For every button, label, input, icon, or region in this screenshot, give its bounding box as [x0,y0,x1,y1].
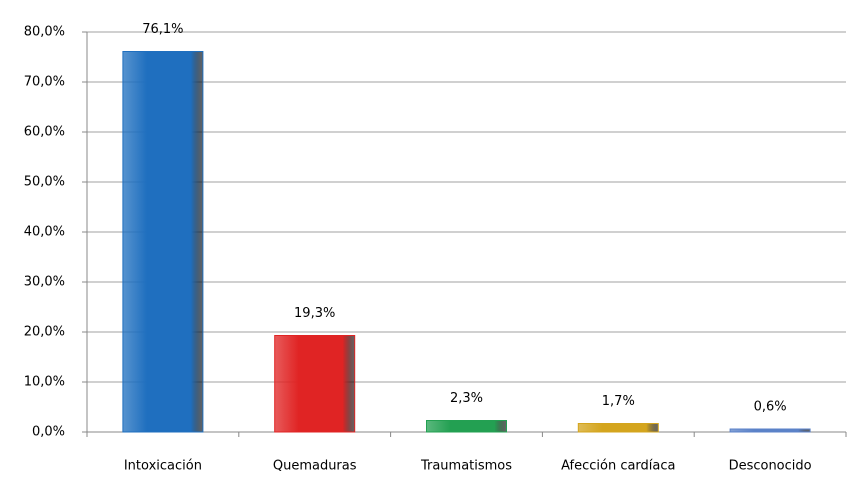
y-tick-label: 70,0% [24,75,65,90]
y-tick-label: 20,0% [24,325,65,340]
y-tick-label: 0,0% [32,425,65,440]
y-tick-label: 30,0% [24,275,65,290]
y-tick-label: 10,0% [24,375,65,390]
bar [122,51,204,433]
value-label: 19,3% [294,306,335,321]
value-label: 1,7% [602,394,635,409]
value-label: 76,1% [142,22,183,37]
value-label: 2,3% [450,391,483,406]
x-tick-label: Traumatismos [420,459,512,474]
bar [426,420,507,433]
x-tick-label: Quemaduras [273,459,357,474]
x-tick-label: Intoxicación [124,459,202,474]
y-tick-label: 40,0% [24,225,65,240]
value-label: 0,6% [754,400,787,415]
y-tick-label: 60,0% [24,125,65,140]
y-tick-label: 50,0% [24,175,65,190]
bar [274,335,356,433]
x-tick-label: Desconocido [729,459,812,474]
bar [577,423,659,433]
y-tick-label: 80,0% [24,25,65,40]
bar [729,428,811,433]
x-tick-label: Afección cardíaca [561,459,675,474]
